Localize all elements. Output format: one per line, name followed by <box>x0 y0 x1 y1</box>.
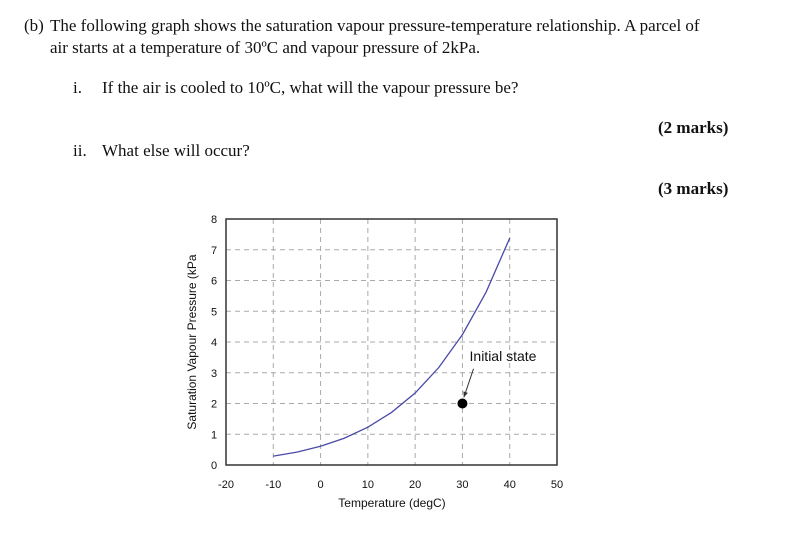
x-tick-label: -20 <box>218 479 234 491</box>
plot-frame <box>225 218 558 466</box>
x-tick-label: 10 <box>362 479 374 491</box>
question-part-label: (b) <box>24 16 44 35</box>
x-tick-label: 0 <box>318 479 324 491</box>
y-tick-label: 7 <box>211 245 217 257</box>
subquestion-1-text: If the air is cooled to 10ºC, what will … <box>102 78 519 97</box>
question-intro-line1: The following graph shows the saturation… <box>50 16 700 35</box>
x-tick-label: 20 <box>409 479 421 491</box>
subquestion-2-label: ii. <box>73 141 87 160</box>
y-axis-label: Saturation Vapour Pressure (kPa <box>185 254 199 430</box>
subquestion-2-marks: (3 marks) <box>658 179 729 198</box>
y-tick-label: 0 <box>211 460 217 472</box>
y-tick-label: 1 <box>211 429 217 441</box>
y-tick-label: 2 <box>211 399 217 411</box>
subquestion-1-marks: (2 marks) <box>658 118 729 137</box>
arrowhead-icon <box>463 391 468 398</box>
x-tick-label: 40 <box>504 479 516 491</box>
x-axis-ticks: -20 -10 0 10 20 30 40 50 <box>218 479 563 491</box>
initial-state-label: Initial state <box>470 348 537 364</box>
initial-state-point <box>457 398 468 409</box>
saturation-curve <box>273 237 511 457</box>
y-tick-label: 5 <box>211 306 217 318</box>
y-tick-label: 6 <box>211 276 217 288</box>
x-axis-label: Temperature (degC) <box>338 496 445 510</box>
y-tick-label: 4 <box>211 337 217 349</box>
chart-grid <box>226 219 557 465</box>
y-axis-ticks: 0 1 2 3 4 5 6 7 8 <box>211 214 217 472</box>
x-tick-label: 50 <box>551 479 563 491</box>
y-tick-label: 8 <box>211 214 217 226</box>
x-tick-label: -10 <box>265 479 281 491</box>
question-intro-line2: air starts at a temperature of 30ºC and … <box>50 38 481 57</box>
y-tick-label: 3 <box>211 368 217 380</box>
x-tick-label: 30 <box>456 479 468 491</box>
subquestion-1-label: i. <box>73 78 82 97</box>
subquestion-2-text: What else will occur? <box>102 141 250 160</box>
